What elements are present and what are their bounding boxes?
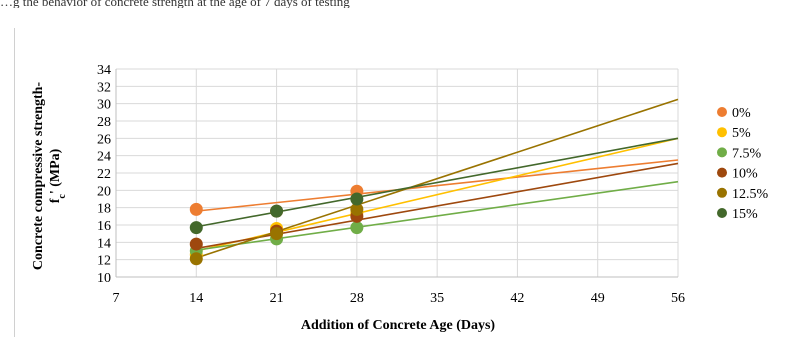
point-0% — [189, 202, 203, 216]
y-axis-title-group: Concrete compressive strength- fc' (MPa) — [31, 82, 68, 271]
y-tick-label: 34 — [97, 63, 111, 78]
point-12.5% — [189, 252, 203, 266]
y-tick-label: 18 — [97, 202, 111, 217]
y-axis-title-subscript: c — [57, 194, 68, 199]
y-tick-label: 16 — [97, 219, 111, 234]
legend-label-7.5%: 7.5% — [732, 146, 762, 161]
y-tick-label: 24 — [97, 150, 111, 165]
point-7.5% — [350, 221, 364, 235]
page-caption: …g the behavior of concrete strength at … — [0, 0, 350, 8]
x-tick-label: 56 — [671, 291, 685, 306]
legend-marker-15% — [717, 208, 727, 218]
chart-frame-left — [14, 28, 15, 337]
y-axis-title-line1: Concrete compressive strength- — [31, 82, 46, 271]
point-15% — [350, 192, 364, 206]
y-tick-label: 22 — [97, 167, 111, 182]
legend-label-10%: 10% — [732, 167, 758, 182]
y-tick-label: 28 — [97, 115, 111, 130]
x-tick-label: 14 — [189, 291, 203, 306]
point-12.5% — [350, 202, 364, 216]
chart-grid — [115, 68, 679, 278]
y-tick-label: 26 — [97, 132, 111, 147]
x-tick-label: 7 — [113, 291, 120, 306]
x-tick-label: 49 — [591, 291, 605, 306]
y-tick-label: 20 — [97, 184, 111, 199]
x-tick-label: 28 — [350, 291, 364, 306]
point-10% — [189, 237, 203, 251]
chart-points — [189, 184, 364, 266]
x-tick-label: 42 — [510, 291, 524, 306]
trendline-0% — [196, 159, 679, 212]
legend-marker-10% — [717, 167, 727, 178]
legend-label-0%: 0% — [732, 106, 751, 121]
point-15% — [270, 204, 284, 218]
y-axis-title-f: f — [48, 198, 63, 203]
legend-label-15%: 15% — [732, 207, 758, 222]
legend-marker-7.5% — [717, 147, 727, 158]
legend-label-12.5%: 12.5% — [732, 187, 769, 202]
point-12.5% — [270, 227, 284, 241]
legend-marker-0% — [717, 107, 727, 117]
legend-marker-12.5% — [717, 187, 727, 198]
legend-label-5%: 5% — [732, 126, 751, 141]
y-axis-title-line2: fc' (MPa) — [48, 148, 68, 203]
y-tick-label: 12 — [97, 254, 111, 269]
legend-marker-5% — [717, 127, 727, 138]
y-axis-title-unit: ' (MPa) — [48, 148, 63, 194]
y-tick-label: 30 — [97, 98, 111, 113]
x-axis-title: Addition of Concrete Age (Days) — [301, 318, 496, 333]
y-tick-label: 32 — [97, 80, 111, 95]
chart-tick-labels: 10 12 14 16 18 20 22 24 26 28 30 32 34 7 14 21 28 35 42 49 5… — [97, 63, 685, 306]
y-tick-label: 10 — [97, 271, 111, 286]
point-15% — [189, 221, 203, 235]
y-tick-label: 14 — [97, 236, 111, 251]
x-tick-label: 21 — [270, 291, 284, 306]
chart-legend: 0% 5% 7.5% 10% 12.5% 15% — [717, 106, 769, 222]
x-tick-label: 35 — [430, 291, 444, 306]
